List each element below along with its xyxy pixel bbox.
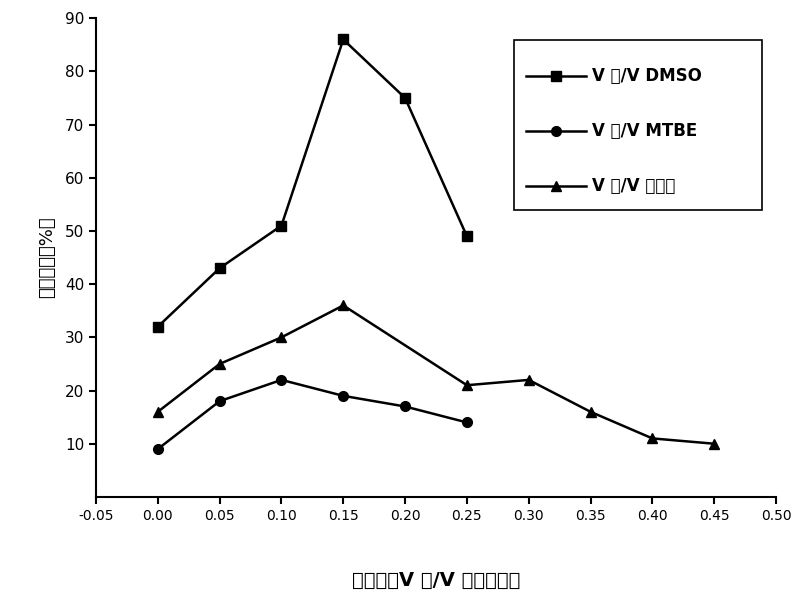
Text: 含水量（V 水/V 有机溶剂）: 含水量（V 水/V 有机溶剂） bbox=[352, 571, 520, 590]
Text: V 水/V MTBE: V 水/V MTBE bbox=[592, 122, 698, 140]
Text: V 水/V 环己烷: V 水/V 环己烷 bbox=[592, 177, 676, 195]
FancyBboxPatch shape bbox=[514, 40, 762, 210]
Text: V 水/V DMSO: V 水/V DMSO bbox=[592, 67, 702, 85]
Y-axis label: 产物收率（%）: 产物收率（%） bbox=[38, 217, 57, 298]
